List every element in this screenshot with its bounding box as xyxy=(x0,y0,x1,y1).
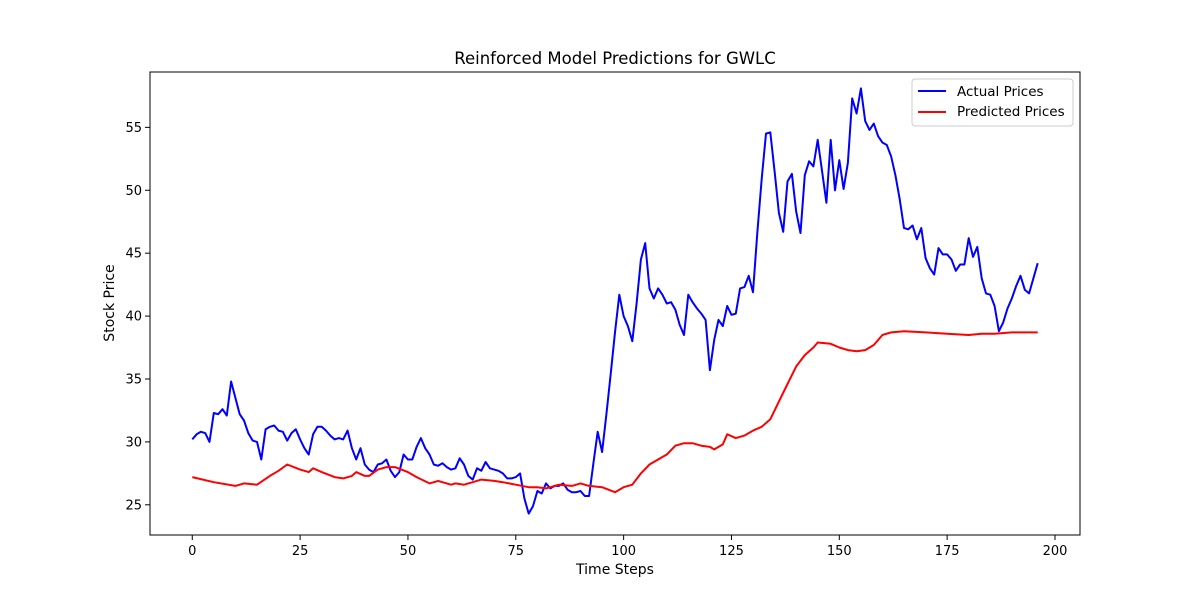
legend-box xyxy=(911,78,1074,127)
plot-area-frame xyxy=(149,71,1081,536)
legend-label-actual: Actual Prices xyxy=(957,84,1044,100)
chart-title: Reinforced Model Predictions for GWLC xyxy=(454,49,776,68)
y-axis-label: Stock Price xyxy=(102,264,118,341)
x-tick-label: 75 xyxy=(508,544,525,559)
y-axis-ticks: 25 30 35 40 45 50 55 xyxy=(125,121,150,513)
x-tick-label: 25 xyxy=(292,544,309,559)
plot-lines xyxy=(191,87,1039,515)
x-tick-label: 150 xyxy=(827,544,852,559)
legend-label-predicted: Predicted Prices xyxy=(957,104,1065,120)
x-tick-label: 125 xyxy=(719,544,744,559)
x-tick-label: 100 xyxy=(611,544,636,559)
x-tick-label: 0 xyxy=(188,544,196,559)
y-tick-label: 45 xyxy=(125,247,142,262)
series-line-predicted xyxy=(192,330,1038,494)
y-tick-label: 55 xyxy=(125,121,142,136)
y-tick-label: 30 xyxy=(125,435,142,450)
x-tick-label: 175 xyxy=(935,544,960,559)
legend: Actual Prices Predicted Prices xyxy=(911,78,1074,127)
x-tick-label: 50 xyxy=(400,544,417,559)
y-tick-label: 35 xyxy=(125,372,142,387)
x-tick-label: 200 xyxy=(1043,544,1068,559)
series-line-actual xyxy=(191,87,1039,515)
y-tick-label: 25 xyxy=(125,498,142,513)
y-tick-label: 50 xyxy=(125,184,142,199)
x-axis-label: Time Steps xyxy=(575,562,654,578)
y-tick-label: 40 xyxy=(125,310,142,325)
x-axis-ticks: 0 25 50 75 100 125 150 175 200 xyxy=(188,535,1067,559)
